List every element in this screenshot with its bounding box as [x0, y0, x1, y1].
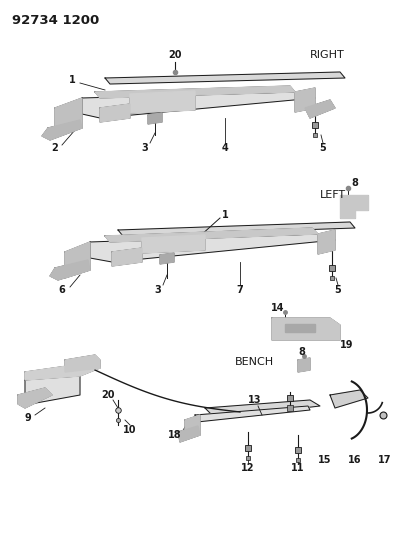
Text: BENCH: BENCH: [235, 357, 274, 367]
Polygon shape: [65, 242, 90, 278]
Text: 1: 1: [222, 210, 228, 220]
Polygon shape: [330, 390, 368, 408]
Polygon shape: [205, 400, 320, 418]
Text: LEFT: LEFT: [320, 190, 346, 200]
Text: 12: 12: [241, 463, 255, 473]
Text: 4: 4: [222, 143, 228, 153]
Polygon shape: [42, 120, 82, 140]
Text: 17: 17: [378, 455, 392, 465]
Polygon shape: [105, 228, 318, 242]
Polygon shape: [285, 324, 315, 332]
Text: 20: 20: [168, 50, 182, 60]
Polygon shape: [130, 91, 195, 113]
Polygon shape: [112, 248, 142, 266]
Polygon shape: [298, 358, 310, 372]
Polygon shape: [178, 426, 200, 442]
Text: 1: 1: [69, 75, 75, 85]
Text: 10: 10: [123, 425, 137, 435]
Text: 9: 9: [25, 413, 31, 423]
Text: 92734 1200: 92734 1200: [12, 14, 99, 27]
Text: 5: 5: [335, 285, 341, 295]
Text: 2: 2: [51, 143, 58, 153]
Text: 8: 8: [352, 178, 358, 188]
Polygon shape: [25, 370, 80, 405]
Text: 15: 15: [318, 455, 332, 465]
Text: 11: 11: [291, 463, 305, 473]
Polygon shape: [25, 362, 100, 380]
Polygon shape: [50, 260, 90, 280]
Polygon shape: [95, 86, 295, 98]
Polygon shape: [305, 100, 335, 118]
Polygon shape: [318, 230, 335, 254]
Polygon shape: [18, 388, 52, 408]
Polygon shape: [90, 234, 335, 262]
Text: 7: 7: [237, 285, 244, 295]
Polygon shape: [55, 98, 82, 135]
Polygon shape: [105, 72, 345, 84]
Polygon shape: [118, 222, 355, 236]
Polygon shape: [272, 318, 340, 340]
Polygon shape: [295, 88, 315, 112]
Polygon shape: [340, 195, 368, 218]
Text: 3: 3: [154, 285, 162, 295]
Polygon shape: [82, 92, 315, 118]
Text: 18: 18: [168, 430, 182, 440]
Text: 16: 16: [348, 455, 362, 465]
Text: 13: 13: [248, 395, 262, 405]
Polygon shape: [195, 406, 310, 422]
Polygon shape: [148, 113, 162, 124]
Text: 3: 3: [142, 143, 148, 153]
Text: 5: 5: [320, 143, 326, 153]
Polygon shape: [160, 253, 174, 264]
Text: 6: 6: [59, 285, 65, 295]
Text: RIGHT: RIGHT: [310, 50, 345, 60]
Text: 14: 14: [271, 303, 285, 313]
Text: 19: 19: [340, 340, 354, 350]
Polygon shape: [65, 355, 100, 372]
Polygon shape: [100, 104, 130, 122]
Polygon shape: [142, 235, 205, 253]
Text: 8: 8: [299, 347, 305, 357]
Text: 20: 20: [101, 390, 115, 400]
Polygon shape: [185, 415, 200, 440]
